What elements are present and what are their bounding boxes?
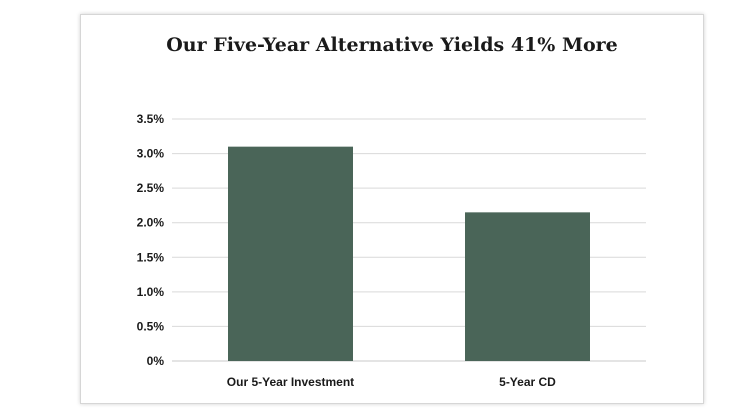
y-tick-label: 0% (147, 354, 165, 368)
bar-1 (228, 146, 353, 361)
y-axis-ticks: 0% 0.5% 1.0% 1.5% 2.0% 2.5% 3.0% 3.5% (137, 112, 165, 368)
x-tick-label: 5-Year CD (499, 375, 556, 389)
chart-card (80, 14, 704, 404)
y-tick-label: 1.0% (137, 285, 165, 299)
y-tick-label: 3.0% (137, 147, 165, 161)
x-axis-ticks: Our 5-Year Investment 5-Year CD (227, 375, 556, 389)
chart-title: Our Five-Year Alternative Yields 41% Mor… (166, 34, 618, 56)
y-tick-label: 2.5% (137, 181, 165, 195)
bar-2 (465, 212, 590, 361)
y-tick-label: 3.5% (137, 112, 165, 126)
bars (228, 146, 590, 361)
y-tick-label: 2.0% (137, 216, 165, 230)
x-tick-label: Our 5-Year Investment (227, 375, 354, 389)
y-tick-label: 0.5% (137, 319, 165, 333)
y-tick-label: 1.5% (137, 250, 165, 264)
